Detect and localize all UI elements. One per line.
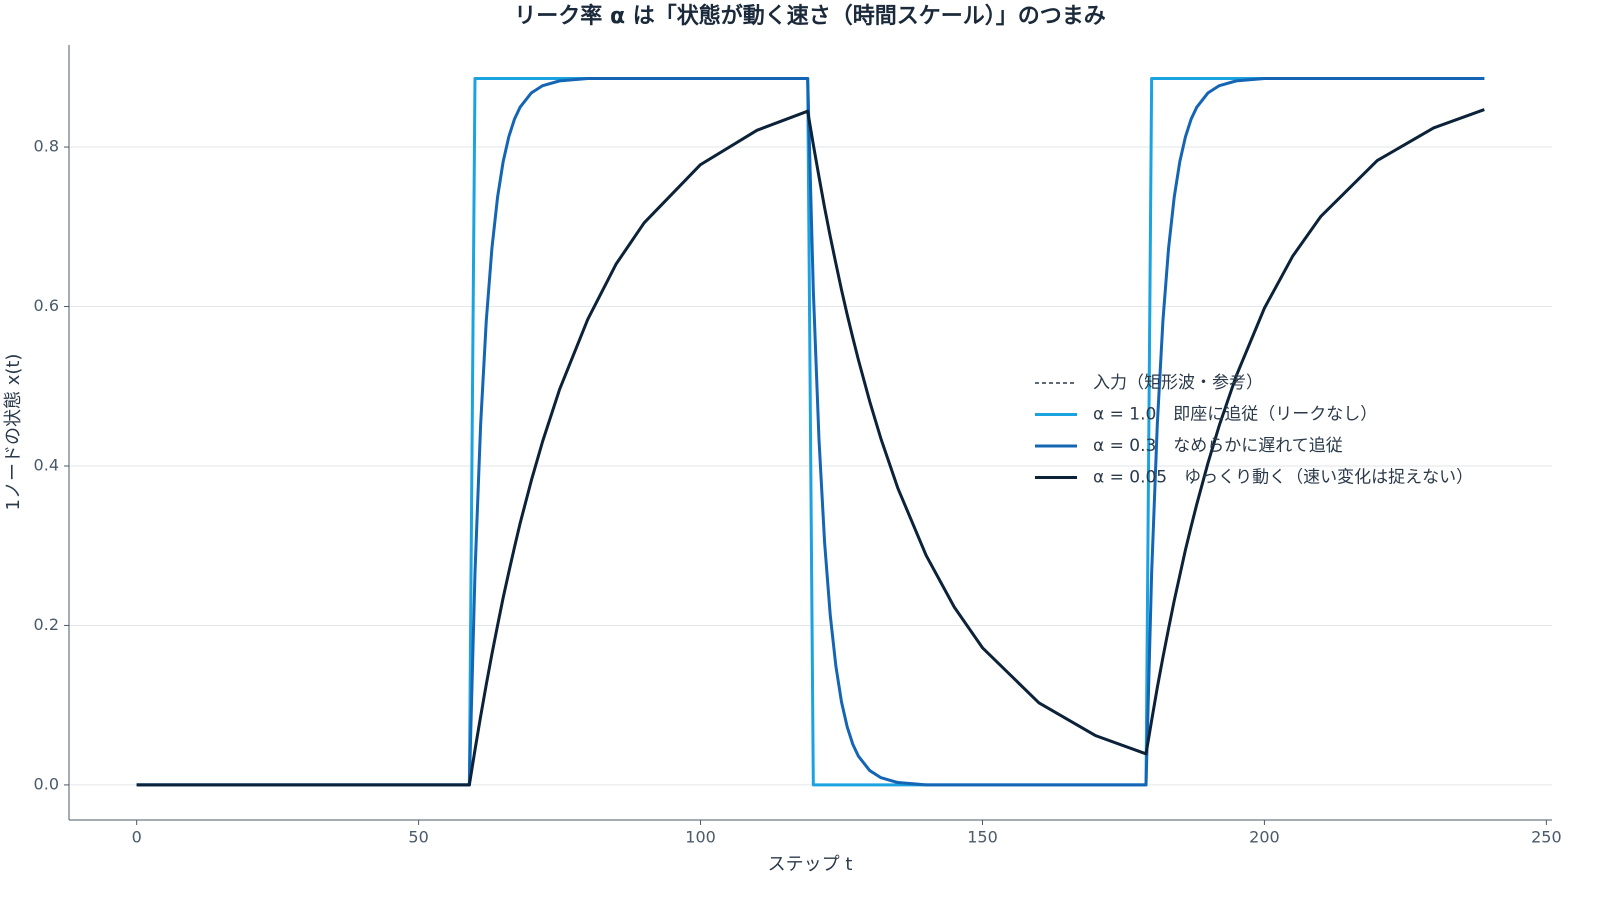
legend-label: 入力（矩形波・参考）: [1093, 373, 1263, 393]
series-line: [136, 76, 1485, 787]
y-tick-label: 0.0: [34, 774, 59, 793]
x-tick-label: 0: [132, 828, 142, 847]
y-tick-label: 0.2: [34, 615, 59, 634]
x-tick-label: 50: [408, 828, 428, 847]
x-tick-label: 100: [685, 828, 716, 847]
x-axis-label: ステップ t: [768, 854, 853, 875]
x-tick-label: 200: [1249, 828, 1280, 847]
series-line: [136, 76, 1485, 787]
chart-title: リーク率 α は「状態が動く速さ（時間スケール）」のつまみ: [514, 3, 1105, 29]
y-tick-label: 0.8: [34, 137, 59, 156]
x-tick-label: 150: [967, 828, 998, 847]
legend-label: α = 1.0 即座に追従（リークなし）: [1093, 405, 1377, 425]
legend-label: α = 0.3 なめらかに遅れて追従: [1093, 436, 1343, 456]
series-line: [136, 108, 1485, 787]
y-axis-label: 1ノードの状態 x(t): [3, 354, 24, 511]
y-tick-label: 0.4: [34, 455, 59, 474]
x-tick-label: 250: [1531, 828, 1562, 847]
legend-label: α = 0.05 ゆっくり動く（速い変化は捉えない）: [1093, 468, 1473, 488]
y-tick-label: 0.6: [34, 296, 59, 315]
